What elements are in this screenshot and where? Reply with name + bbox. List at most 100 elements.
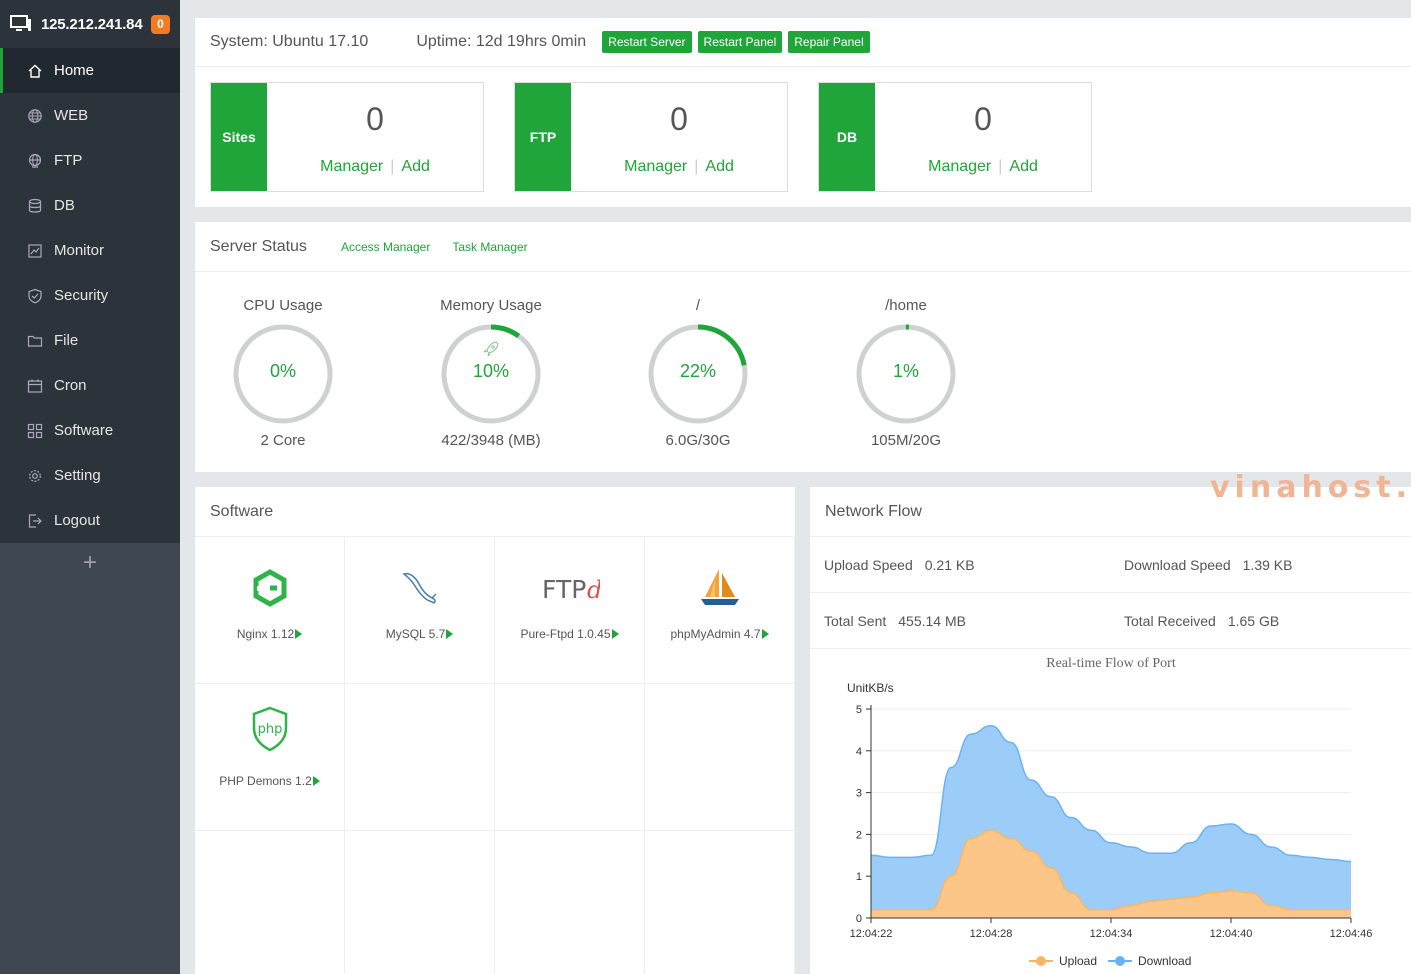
ftp-add-link[interactable]: Add [705,158,734,175]
sidebar-item-label: Home [54,62,95,79]
repair-panel-button[interactable]: Repair Panel [788,31,870,53]
sidebar-item-web[interactable]: WEB [0,93,180,138]
cpu-gauge[interactable]: CPU Usage 0% 2 Core [203,297,363,449]
globe-icon [28,108,42,123]
link-separator: | [390,158,395,175]
software-name: Nginx 1.12 [236,627,295,641]
upload-speed-label: Upload Speed [824,556,913,573]
software-tile-pureftpd[interactable]: FTPd Pure-Ftpd 1.0.45 [495,537,645,684]
x-tick-label: 12:04:28 [970,928,1013,940]
access-manager-link[interactable]: Access Manager [340,239,431,254]
sidebar-item-label: Software [54,422,114,439]
db-manager-link[interactable]: Manager [928,158,992,175]
server-status-title: Server Status [210,237,307,255]
sidebar-item-file[interactable]: File [0,318,180,363]
calendar-icon [27,379,43,393]
sidebar-item-monitor[interactable]: Monitor [0,228,180,273]
network-flow-chart: Real-time Flow of Port UnitKB/s 0 1 2 3 4 5 12:0… [847,656,1372,968]
y-tick-label: 4 [856,746,862,758]
y-axis-unit-label: UnitKB/s [847,681,894,695]
sidebar-item-security[interactable]: Security [0,273,180,318]
sidebar-item-label: WEB [54,107,89,124]
task-manager-link[interactable]: Task Manager [452,239,528,254]
software-tile-php[interactable]: php PHP Demons 1.2 [195,684,345,831]
x-tick-label: 12:04:34 [1090,928,1133,940]
sidebar-item-home[interactable]: Home [0,48,180,93]
sidebar-item-label: FTP [54,152,83,169]
network-header: Network Flow [810,487,1411,537]
ftp-manager-link[interactable]: Manager [624,158,688,175]
legend-label[interactable]: Download [1138,954,1191,968]
sidebar-item-ftp[interactable]: FTP [0,138,180,183]
software-tile-nginx[interactable]: Nginx 1.12 [195,537,345,684]
overview-cards: Sites 0 Manager | Add FTP 0 Manager | Add DB… [195,67,1411,207]
notification-badge[interactable]: 0 [151,14,170,34]
ftp-globe-icon [28,153,42,168]
sites-card-label: Sites [211,83,267,191]
ftp-count: 0 [670,101,688,137]
database-icon [28,198,42,213]
sidebar-item-db[interactable]: DB [0,183,180,228]
memory-gauge[interactable]: Memory Usage 10% 422/3948 (MB) [411,297,571,449]
server-status-header: Server Status Access Manager Task Manage… [195,222,1411,272]
add-shortcut-button[interactable]: + [82,549,97,576]
software-header: Software [195,487,795,537]
total-received-value: 1.65 GB [1227,612,1280,629]
software-name: PHP Demons 1.2 [219,774,312,788]
sites-card: Sites 0 Manager | Add [210,82,484,192]
sidebar-item-label: DB [54,197,75,214]
sidebar-item-software[interactable]: Software [0,408,180,453]
sidebar-item-logout[interactable]: Logout [0,498,180,543]
sidebar-item-setting[interactable]: Setting [0,453,180,498]
x-tick-label: 12:04:40 [1210,928,1253,940]
y-tick-label: 2 [856,829,862,841]
shield-icon [28,288,42,303]
total-sent-value: 455.14 MB [898,612,966,629]
software-tile-empty [345,831,495,974]
speed-row: Upload Speed 0.21 KB Download Speed 1.39 K… [810,537,1411,593]
system-info-bar: System: Ubuntu 17.10 Uptime: 12d 19hrs 0… [195,18,1411,67]
gauge-subtitle: 422/3948 (MB) [441,432,541,449]
sites-manager-link[interactable]: Manager [320,158,384,175]
home-disk-gauge[interactable]: /home 1% 105M/20G [826,297,986,449]
legend-label[interactable]: Upload [1059,954,1097,968]
play-icon [312,776,320,786]
system-version: System: Ubuntu 17.10 [210,33,369,50]
gauge-fill [856,324,956,424]
watermark-text: vinahost. [1210,470,1411,505]
home-icon [28,64,42,78]
sites-count: 0 [366,101,384,137]
monitor-server-icon [10,15,31,31]
db-add-link[interactable]: Add [1009,158,1038,175]
ftpd-icon: FTPd [542,575,600,604]
folder-icon [27,335,43,347]
root-disk-gauge[interactable]: / 22% 6.0G/30G [618,297,778,449]
software-tile-mysql[interactable]: MySQL 5.7 [345,537,495,684]
legend-marker [1115,956,1125,966]
sidebar-item-label: Monitor [54,242,105,259]
db-card: DB 0 Manager | Add [818,82,1092,192]
grid-icon [27,423,43,438]
mysql-dolphin-icon [401,572,436,604]
sidebar-menu: Home WEB FTP DB Monitor Security File C [0,48,180,543]
download-speed-value: 1.39 KB [1242,556,1293,573]
software-tile-phpmyadmin[interactable]: phpMyAdmin 4.7 [645,537,795,684]
y-tick-label: 1 [856,871,862,883]
software-name: MySQL 5.7 [385,627,446,641]
sites-add-link[interactable]: Add [401,158,430,175]
restart-panel-button[interactable]: Restart Panel [697,31,783,53]
ftp-card-label: FTP [515,83,571,191]
gauge-track [233,324,333,424]
gauge-ring: 10% [439,322,543,426]
gauge-subtitle: 105M/20G [870,432,942,449]
download-speed-label: Download Speed [1124,556,1231,573]
sidebar-item-cron[interactable]: Cron [0,363,180,408]
sidebar-item-label: File [54,332,79,349]
gauge-arc [648,324,748,424]
download-area [871,725,1351,910]
server-ip: 125.212.241.84 [41,15,143,33]
php-shield-icon: php [252,706,287,752]
restart-server-button[interactable]: Restart Server [602,31,692,53]
link-separator: | [694,158,699,175]
network-flow-panel: Network Flow Upload Speed 0.21 KB Downloa… [810,487,1411,974]
